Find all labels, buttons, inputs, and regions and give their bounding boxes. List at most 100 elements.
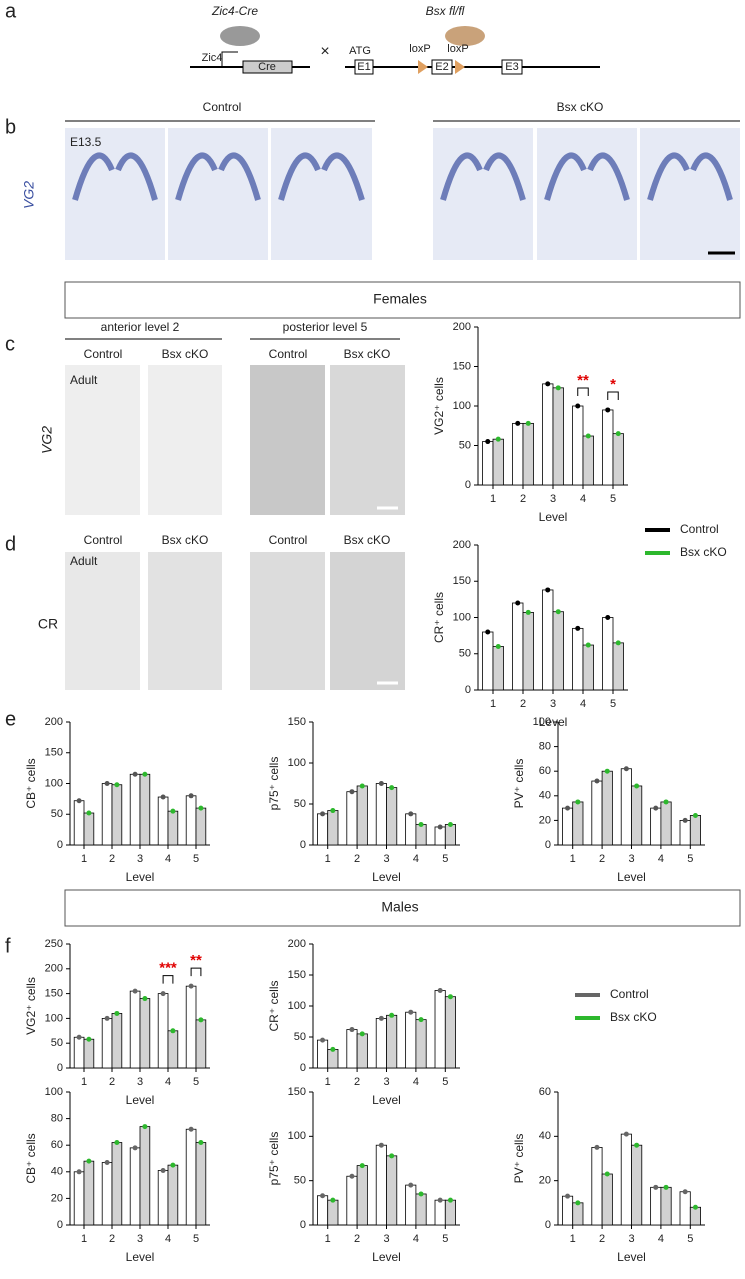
x-axis-label: Level [617,870,646,884]
mean-dot [418,822,424,827]
mean-dot [515,420,521,426]
mean-dot [160,1167,166,1173]
mean-dot [418,1017,424,1023]
x-tick-label: 4 [165,853,171,865]
group-label: Control [203,100,242,114]
micrograph [271,128,372,260]
legend-label: Bsx cKO [610,1010,657,1024]
bar [346,1175,358,1226]
loxp-label: loxP [409,43,430,55]
x-tick-label: 5 [193,1076,199,1088]
bar [386,787,398,846]
bar [660,801,672,846]
bar [157,993,169,1069]
bar [620,1133,632,1226]
mean-dot [160,991,166,997]
section-box [64,281,741,319]
mean-dot [692,812,698,818]
bar [101,1162,113,1226]
micrograph [148,552,222,690]
mean-dot [408,1009,414,1015]
marker-label: CR [38,616,58,632]
x-axis-label: Level [126,870,155,884]
mean-dot [594,778,600,784]
mean-dot [545,381,551,387]
mean-dot [565,805,571,811]
y-tick-label: 100 [453,400,471,412]
bar [631,785,643,846]
stain-pattern [72,152,733,201]
mean-dot [623,766,629,772]
exon-box [354,59,374,75]
y-tick-label: 100 [45,777,63,789]
x-tick-label: 1 [325,1233,331,1245]
bar [415,824,427,846]
y-tick-label: 0 [300,839,306,851]
bar [101,1018,113,1069]
bar [405,813,417,846]
bar [482,631,494,691]
bar [73,800,85,846]
y-tick-label: 200 [45,716,63,728]
x-tick-label: 4 [413,1076,419,1088]
micrographs [65,128,740,260]
bar [631,1144,643,1226]
y-tick-label: 20 [539,814,551,826]
bar [444,1199,456,1226]
mean-dot [555,385,561,391]
bar [492,646,504,691]
y-tick-label: 50 [51,1037,63,1049]
bar [111,1013,123,1069]
y-tick-label: 150 [288,969,306,981]
y-tick-label: 20 [539,1175,551,1187]
cre-label: Cre [258,61,276,73]
bar [167,1030,179,1069]
mean-dot [104,1015,110,1021]
mean-dot [447,1197,453,1203]
x-tick-label: 4 [165,1076,171,1088]
mean-dot [132,1145,138,1151]
bar [111,784,123,846]
mean-dot [378,1142,384,1148]
mean-dot [349,1027,355,1033]
significance-bracket [577,387,589,396]
x-tick-label: 5 [442,1233,448,1245]
mean-dot [495,644,501,649]
bar [375,1018,387,1069]
x-axis-label: Level [539,715,568,729]
y-tick-label: 50 [294,798,306,810]
x-tick-label: 5 [193,1233,199,1245]
diagram-title: Bsx fl/fl [426,4,465,18]
x-axis-label: Level [126,1250,155,1264]
bar [602,409,614,486]
x-tick-label: 5 [687,1233,693,1245]
x-tick-label: 3 [550,493,556,505]
significance-label: * [610,376,616,393]
y-tick-label: 0 [545,839,551,851]
y-tick-label: 80 [51,1113,63,1125]
x-tick-label: 1 [570,853,576,865]
y-tick-label: 40 [51,1166,63,1178]
bar [317,1039,329,1069]
micrograph [433,128,533,260]
y-tick-label: 40 [539,790,551,802]
mean-dot [170,1162,176,1168]
bar [317,1195,329,1226]
bar [572,405,584,486]
bar [552,387,564,486]
bar [492,438,504,486]
stage-label: E13.5 [70,135,102,149]
legend-label: Bsx cKO [680,545,727,559]
bar [601,770,613,846]
bar [542,383,554,486]
x-tick-label: 3 [137,1076,143,1088]
bar [434,990,446,1069]
bar [375,783,387,846]
mean-dot [86,1158,92,1164]
y-tick-label: 150 [45,988,63,1000]
y-tick-label: 150 [288,716,306,728]
bar [679,820,691,846]
mean-dot [188,1126,194,1132]
promoter-arrow [221,51,238,67]
x-tick-label: 1 [81,853,87,865]
